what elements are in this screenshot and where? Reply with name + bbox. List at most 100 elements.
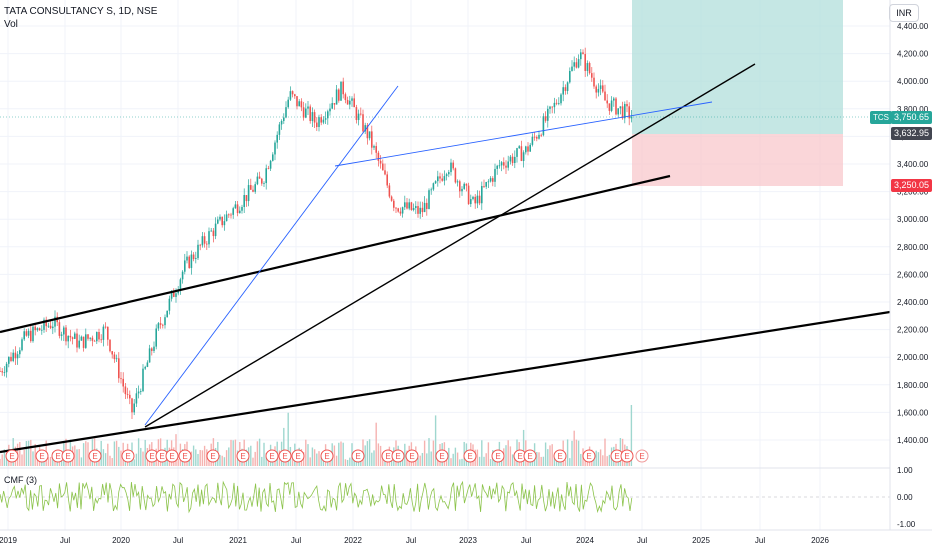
candle-body — [261, 178, 263, 184]
cmf-indicator-label[interactable]: CMF (3) — [4, 475, 37, 485]
volume-label[interactable]: Vol — [4, 19, 18, 30]
volume-bar — [305, 439, 307, 466]
earnings-marker[interactable]: E — [178, 449, 192, 463]
earnings-marker[interactable]: E — [351, 449, 365, 463]
volume-bar — [340, 441, 342, 466]
earnings-marker[interactable]: E — [523, 449, 537, 463]
volume-bar — [43, 459, 45, 466]
volume-bar — [250, 445, 252, 466]
volume-bar — [454, 447, 457, 466]
earnings-marker[interactable]: E — [88, 449, 102, 463]
candle-body — [36, 328, 39, 331]
candle-body — [221, 216, 223, 226]
trendline-lower-channel[interactable] — [0, 310, 891, 454]
candle-body — [208, 231, 210, 245]
candle-body — [283, 117, 285, 121]
candle-body — [190, 254, 193, 268]
candle-body — [157, 323, 160, 329]
earnings-marker[interactable]: E — [320, 449, 334, 463]
volume-bar — [448, 447, 450, 466]
candle-body — [300, 101, 303, 108]
candle-body — [67, 335, 69, 342]
svg-text:E: E — [395, 452, 400, 461]
earnings-marker[interactable]: E — [121, 449, 135, 463]
earnings-marker[interactable]: E — [463, 449, 477, 463]
candle-body — [476, 195, 479, 204]
candle-body — [459, 181, 461, 192]
target-zone[interactable] — [632, 0, 843, 134]
earnings-marker[interactable]: E — [265, 449, 279, 463]
svg-text:E: E — [385, 452, 390, 461]
time-axis[interactable]: 2019 Jul 2020 Jul 2021 Jul 2022 Jul 2023 Jul 2024 J… — [0, 536, 829, 545]
candle-body — [373, 146, 375, 148]
candle-body — [19, 350, 21, 355]
volume-bar — [80, 457, 83, 466]
candle-body — [232, 208, 234, 215]
time-tick-label: 2019 — [0, 536, 17, 545]
earnings-marker[interactable]: E — [35, 449, 49, 463]
candle-body — [461, 188, 463, 192]
price-tick-label: 3,400.00 — [897, 160, 929, 169]
candle-body — [320, 117, 322, 123]
trendline-upper-channel[interactable] — [0, 174, 671, 334]
candle-body — [525, 146, 527, 153]
symbol-title[interactable]: TATA CONSULTANCY S, 1D, NSE — [4, 6, 158, 17]
candle-body — [210, 230, 212, 232]
earnings-marker[interactable]: E — [405, 449, 419, 463]
trendline-blue-neckline[interactable] — [334, 101, 713, 167]
volume-bar — [597, 452, 600, 466]
volume-bar — [197, 453, 199, 466]
candle-body — [71, 337, 74, 339]
candle-body — [30, 330, 32, 342]
svg-text:E: E — [92, 452, 97, 461]
trendline-rising-support[interactable] — [144, 63, 756, 428]
earnings-marker[interactable]: E — [620, 449, 634, 463]
candle-body — [109, 339, 111, 352]
candle-body — [393, 200, 395, 208]
earnings-marker[interactable]: E — [165, 449, 179, 463]
candle-body — [443, 176, 446, 181]
earnings-marker[interactable]: E — [582, 449, 596, 463]
currency-button[interactable]: INR — [889, 4, 919, 22]
earnings-marker[interactable]: E — [206, 449, 220, 463]
earnings-marker[interactable]: E — [491, 449, 505, 463]
candle-body — [155, 328, 157, 347]
volume-bar — [135, 453, 138, 466]
candle-body — [206, 243, 208, 245]
time-tick-label: 2025 — [692, 536, 710, 545]
earnings-marker[interactable]: E — [278, 449, 292, 463]
volume-bar — [604, 438, 606, 466]
earnings-marker[interactable]: E — [291, 449, 305, 463]
svg-text:E: E — [169, 452, 174, 461]
earnings-marker[interactable]: E — [435, 449, 449, 463]
candle-body — [485, 182, 487, 187]
candle-body — [38, 328, 41, 331]
trendline-blue-steep[interactable] — [144, 85, 399, 426]
candle-body — [305, 108, 307, 118]
volume-bar — [514, 455, 516, 466]
volume-bar — [74, 445, 76, 466]
price-tick-label: 3,000.00 — [897, 215, 929, 224]
candle-body — [148, 348, 151, 363]
candle-body — [34, 326, 36, 331]
candle-body — [516, 148, 518, 157]
candle-body — [384, 170, 386, 175]
earnings-marker[interactable]: E — [236, 449, 250, 463]
earnings-marker[interactable]: E — [145, 449, 159, 463]
candle-body — [78, 340, 80, 348]
earnings-marker[interactable]: E — [5, 449, 19, 463]
volume-bar — [316, 453, 318, 466]
earnings-marker[interactable]: E — [61, 449, 75, 463]
volume-bar — [461, 458, 463, 466]
svg-text:E: E — [240, 452, 245, 461]
candle-body — [107, 326, 109, 340]
earnings-marker[interactable]: E — [553, 449, 567, 463]
earnings-marker[interactable]: E — [391, 449, 405, 463]
earnings-marker[interactable]: E — [610, 449, 624, 463]
candle-body — [58, 322, 61, 336]
candle-body — [595, 86, 597, 93]
earnings-marker[interactable]: E — [635, 449, 649, 463]
price-tick-label: 2,600.00 — [897, 270, 929, 279]
